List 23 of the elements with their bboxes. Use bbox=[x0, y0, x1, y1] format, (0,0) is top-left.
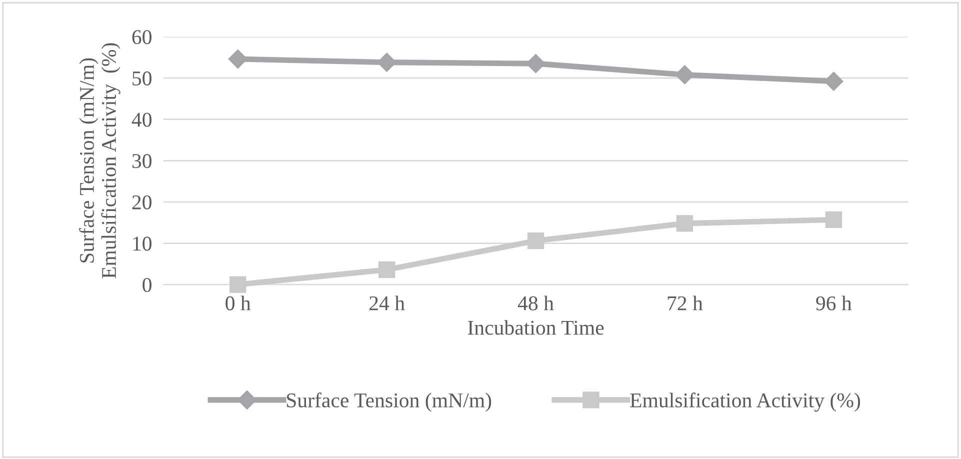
y-tick-label: 30 bbox=[132, 154, 152, 168]
y-axis-title: Surface Tension (mN/m) Emulsification Activity (%) bbox=[79, 43, 120, 278]
point bbox=[230, 276, 246, 293]
point bbox=[527, 232, 544, 250]
legend-label: Emulsification Activity (%) bbox=[630, 392, 860, 412]
x-tick-label: 72 h bbox=[668, 296, 703, 310]
x-axis-title: Incubation Time bbox=[468, 320, 604, 335]
y-tick-label: 40 bbox=[132, 112, 152, 127]
y-tick-label: 20 bbox=[132, 195, 152, 210]
point bbox=[378, 261, 396, 278]
point bbox=[825, 211, 842, 228]
x-tick-label: 96 h bbox=[816, 296, 852, 310]
x-tick-label: 24 h bbox=[369, 296, 405, 310]
y-tick-label: 10 bbox=[133, 236, 152, 251]
point bbox=[824, 72, 844, 91]
y-tick-label: 50 bbox=[132, 71, 152, 86]
legend-label: Surface Tension (mN/m) bbox=[286, 392, 492, 412]
point bbox=[675, 65, 694, 84]
y-tick-label: 0 bbox=[142, 278, 152, 292]
y-tick-label: 60 bbox=[132, 30, 152, 44]
x-tick-label: 48 h bbox=[518, 296, 554, 310]
x-tick-label: 0 h bbox=[226, 296, 251, 310]
point bbox=[676, 215, 694, 232]
